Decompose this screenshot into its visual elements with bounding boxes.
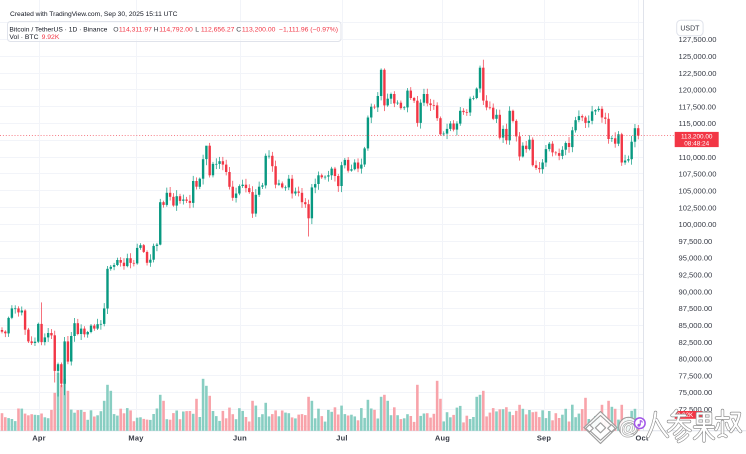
svg-text:08:48:24: 08:48:24 [684, 140, 709, 147]
svg-text:95,000.00: 95,000.00 [679, 254, 713, 263]
svg-text:120,000.00: 120,000.00 [679, 86, 717, 95]
svg-text:115,000.00: 115,000.00 [679, 119, 716, 128]
svg-text:Sep: Sep [537, 434, 552, 443]
svg-text:@: @ [619, 417, 637, 438]
svg-text:Created with TradingView.com,: Created with TradingView.com, Sep 30, 20… [10, 11, 178, 18]
svg-text:117,500.00: 117,500.00 [679, 102, 716, 111]
svg-text:C: C [236, 27, 241, 34]
svg-text:Jul: Jul [336, 434, 347, 443]
svg-text:75,000.00: 75,000.00 [679, 388, 713, 397]
svg-text:Jun: Jun [233, 434, 247, 443]
svg-text:85,000.00: 85,000.00 [679, 321, 713, 330]
svg-text:Vol · BTC: Vol · BTC [9, 34, 38, 41]
svg-text:112,656.27: 112,656.27 [201, 27, 235, 34]
svg-text:100,000.00: 100,000.00 [679, 220, 717, 229]
svg-text:127,500.00: 127,500.00 [679, 35, 717, 44]
svg-text:Aug: Aug [435, 434, 450, 443]
svg-text:90,000.00: 90,000.00 [679, 287, 713, 296]
svg-text:97,500.00: 97,500.00 [679, 237, 713, 246]
svg-text:125,000.00: 125,000.00 [679, 52, 717, 61]
svg-text:L: L [195, 27, 199, 34]
svg-text:Oct: Oct [635, 434, 648, 443]
svg-text:87,500.00: 87,500.00 [679, 304, 713, 313]
svg-text:72,500.00: 72,500.00 [679, 405, 713, 414]
svg-text:Bitcoin / TetherUS · 1D · Bina: Bitcoin / TetherUS · 1D · Binance [9, 27, 107, 34]
svg-text:May: May [128, 434, 144, 443]
svg-text:114,792.00: 114,792.00 [159, 27, 193, 34]
svg-text:102,500.00: 102,500.00 [679, 203, 717, 212]
svg-text:77,500.00: 77,500.00 [679, 371, 713, 380]
svg-text:92,500.00: 92,500.00 [679, 271, 713, 280]
svg-text:113,200.00: 113,200.00 [242, 27, 276, 34]
svg-text:USDT: USDT [680, 26, 700, 33]
svg-text:114,311.97: 114,311.97 [119, 27, 152, 34]
svg-text:−1,111.96 (−0.97%): −1,111.96 (−0.97%) [279, 27, 338, 34]
svg-text:105,000.00: 105,000.00 [679, 187, 717, 196]
svg-text:Apr: Apr [32, 434, 46, 443]
svg-text:80,000.00: 80,000.00 [679, 355, 713, 364]
svg-text:O: O [113, 27, 118, 34]
svg-text:122,500.00: 122,500.00 [679, 69, 717, 78]
svg-text:82,500.00: 82,500.00 [679, 338, 713, 347]
svg-text:9.92K: 9.92K [42, 34, 60, 41]
svg-text:H: H [154, 27, 159, 34]
svg-text:113,200.00: 113,200.00 [681, 133, 713, 140]
svg-text:107,500.00: 107,500.00 [679, 170, 717, 179]
svg-text:110,000.00: 110,000.00 [679, 153, 716, 162]
